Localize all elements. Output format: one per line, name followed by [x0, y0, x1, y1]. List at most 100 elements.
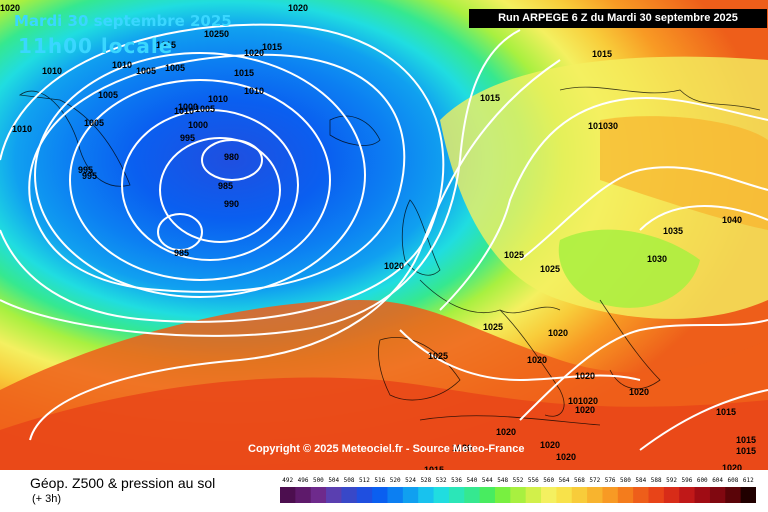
isobar-label: 1000	[178, 102, 198, 112]
isobar-label: 101020	[568, 396, 598, 406]
legend-value: 552	[512, 477, 524, 484]
legend-swatch	[326, 487, 342, 503]
isobar-label: 10250	[204, 29, 229, 39]
legend-value: 516	[374, 477, 386, 484]
legend-swatch	[341, 487, 358, 503]
isobar-1035	[639, 205, 768, 231]
run-info-banner: Run ARPEGE 6 Z du Mardi 30 septembre 202…	[469, 9, 767, 28]
isobar-label: 1015	[156, 40, 176, 50]
isobar-label: 995	[78, 165, 93, 175]
legend-swatch	[587, 487, 603, 503]
isobar-label: 980	[224, 152, 239, 162]
legend-swatch	[433, 487, 450, 503]
legend-swatch	[280, 487, 296, 503]
isobar-label: 1025	[483, 322, 503, 332]
isobar-label: 1030	[647, 254, 667, 264]
isobar-label: 990	[224, 199, 239, 209]
isobar-label: 1015	[716, 407, 736, 417]
time-title: 11h00 locale	[18, 34, 174, 58]
isobar-label: 1020	[288, 3, 308, 13]
isobar-label: 995	[82, 171, 97, 181]
green-trough-east	[558, 229, 700, 308]
isobar-label: 1015	[736, 446, 756, 456]
isobar-label: 1020	[527, 355, 547, 365]
isobar-label: 1020	[452, 443, 472, 453]
isobar-label: 1020	[496, 427, 516, 437]
isobar-1020-west	[29, 59, 561, 441]
legend-swatch	[709, 487, 726, 503]
isobar-label: 1015	[592, 49, 612, 59]
legend-value: 512	[359, 477, 370, 484]
legend-value: 496	[297, 477, 309, 484]
lead-time: (+ 3h)	[32, 493, 62, 505]
isobar-label: 1020	[575, 405, 595, 415]
coastlines	[18, 86, 761, 426]
isobar-label: 1020	[548, 328, 568, 338]
legend-swatch	[295, 487, 312, 503]
legend-value: 508	[343, 477, 355, 484]
legend-labels: 492 496 500 504 508 512 516 520 524 528 532 536 540 5…	[280, 477, 756, 487]
isobar-label: 1020	[0, 3, 20, 13]
legend-swatch	[541, 487, 557, 503]
legend-value: 536	[451, 477, 462, 484]
legend-swatch	[402, 487, 419, 503]
isobar-1020-east	[519, 319, 768, 421]
legend-value: 572	[589, 477, 601, 484]
isobar-1025	[439, 97, 768, 311]
isobar-label: 1025	[428, 351, 448, 361]
legend-swatch	[617, 487, 634, 503]
isobar-1010	[0, 23, 445, 323]
warm-zone-core	[0, 377, 768, 470]
isobar-label: 1035	[663, 226, 683, 236]
legend-swatch	[679, 487, 696, 503]
legend-value: 492	[282, 477, 294, 484]
legend-swatch	[310, 487, 327, 503]
legend-swatch	[387, 487, 404, 503]
legend-value: 556	[527, 477, 539, 484]
legend-swatch	[525, 487, 542, 503]
legend-swatch	[448, 487, 465, 503]
isobar-995	[69, 79, 331, 281]
color-scale	[280, 487, 756, 503]
isobar-label: 1005	[195, 104, 215, 114]
legend-value: 564	[558, 477, 570, 484]
isobar-985-south	[157, 213, 203, 251]
isobar-label: 1015	[736, 435, 756, 445]
isobar-label: 1010	[42, 66, 62, 76]
legend-value: 584	[635, 477, 647, 484]
legend-swatch	[648, 487, 665, 503]
date-title: Mardi 30 septembre 2025	[14, 12, 232, 30]
isobar-label: 1000	[188, 120, 208, 130]
legend-swatch	[633, 487, 650, 503]
variable-title: Géop. Z500 & pression au sol	[30, 475, 216, 491]
isobar-label: 1020	[540, 440, 560, 450]
isobar-1015-east	[639, 389, 768, 451]
legend-value: 532	[435, 477, 447, 484]
isobar-label: 1020	[722, 463, 742, 470]
isobar-label: 1010	[244, 86, 264, 96]
isobar-label: 1015	[424, 465, 444, 470]
legend-swatch	[694, 487, 711, 503]
isobar-label: 985	[218, 181, 233, 191]
isobar-label: 1015	[480, 93, 500, 103]
isobar-label: 1005	[136, 66, 156, 76]
legend-value: 576	[604, 477, 616, 484]
legend-swatch	[571, 487, 588, 503]
isobar-980	[201, 139, 263, 181]
isobar-label: 1010	[112, 60, 132, 70]
legend-value: 540	[466, 477, 478, 484]
legend-value: 520	[389, 477, 401, 484]
isobar-label: 101030	[588, 121, 618, 131]
isobar-1005	[28, 53, 406, 293]
legend-value: 500	[312, 477, 324, 484]
isobar-label: 1020	[629, 387, 649, 397]
legend-swatch	[602, 487, 619, 503]
isobar-label: 1020	[575, 371, 595, 381]
legend-value: 504	[328, 477, 340, 484]
isobar-label: 1005	[98, 90, 118, 100]
isobar-label: 1040	[722, 215, 742, 225]
isobar-985	[159, 137, 281, 243]
legend-value: 544	[481, 477, 493, 484]
